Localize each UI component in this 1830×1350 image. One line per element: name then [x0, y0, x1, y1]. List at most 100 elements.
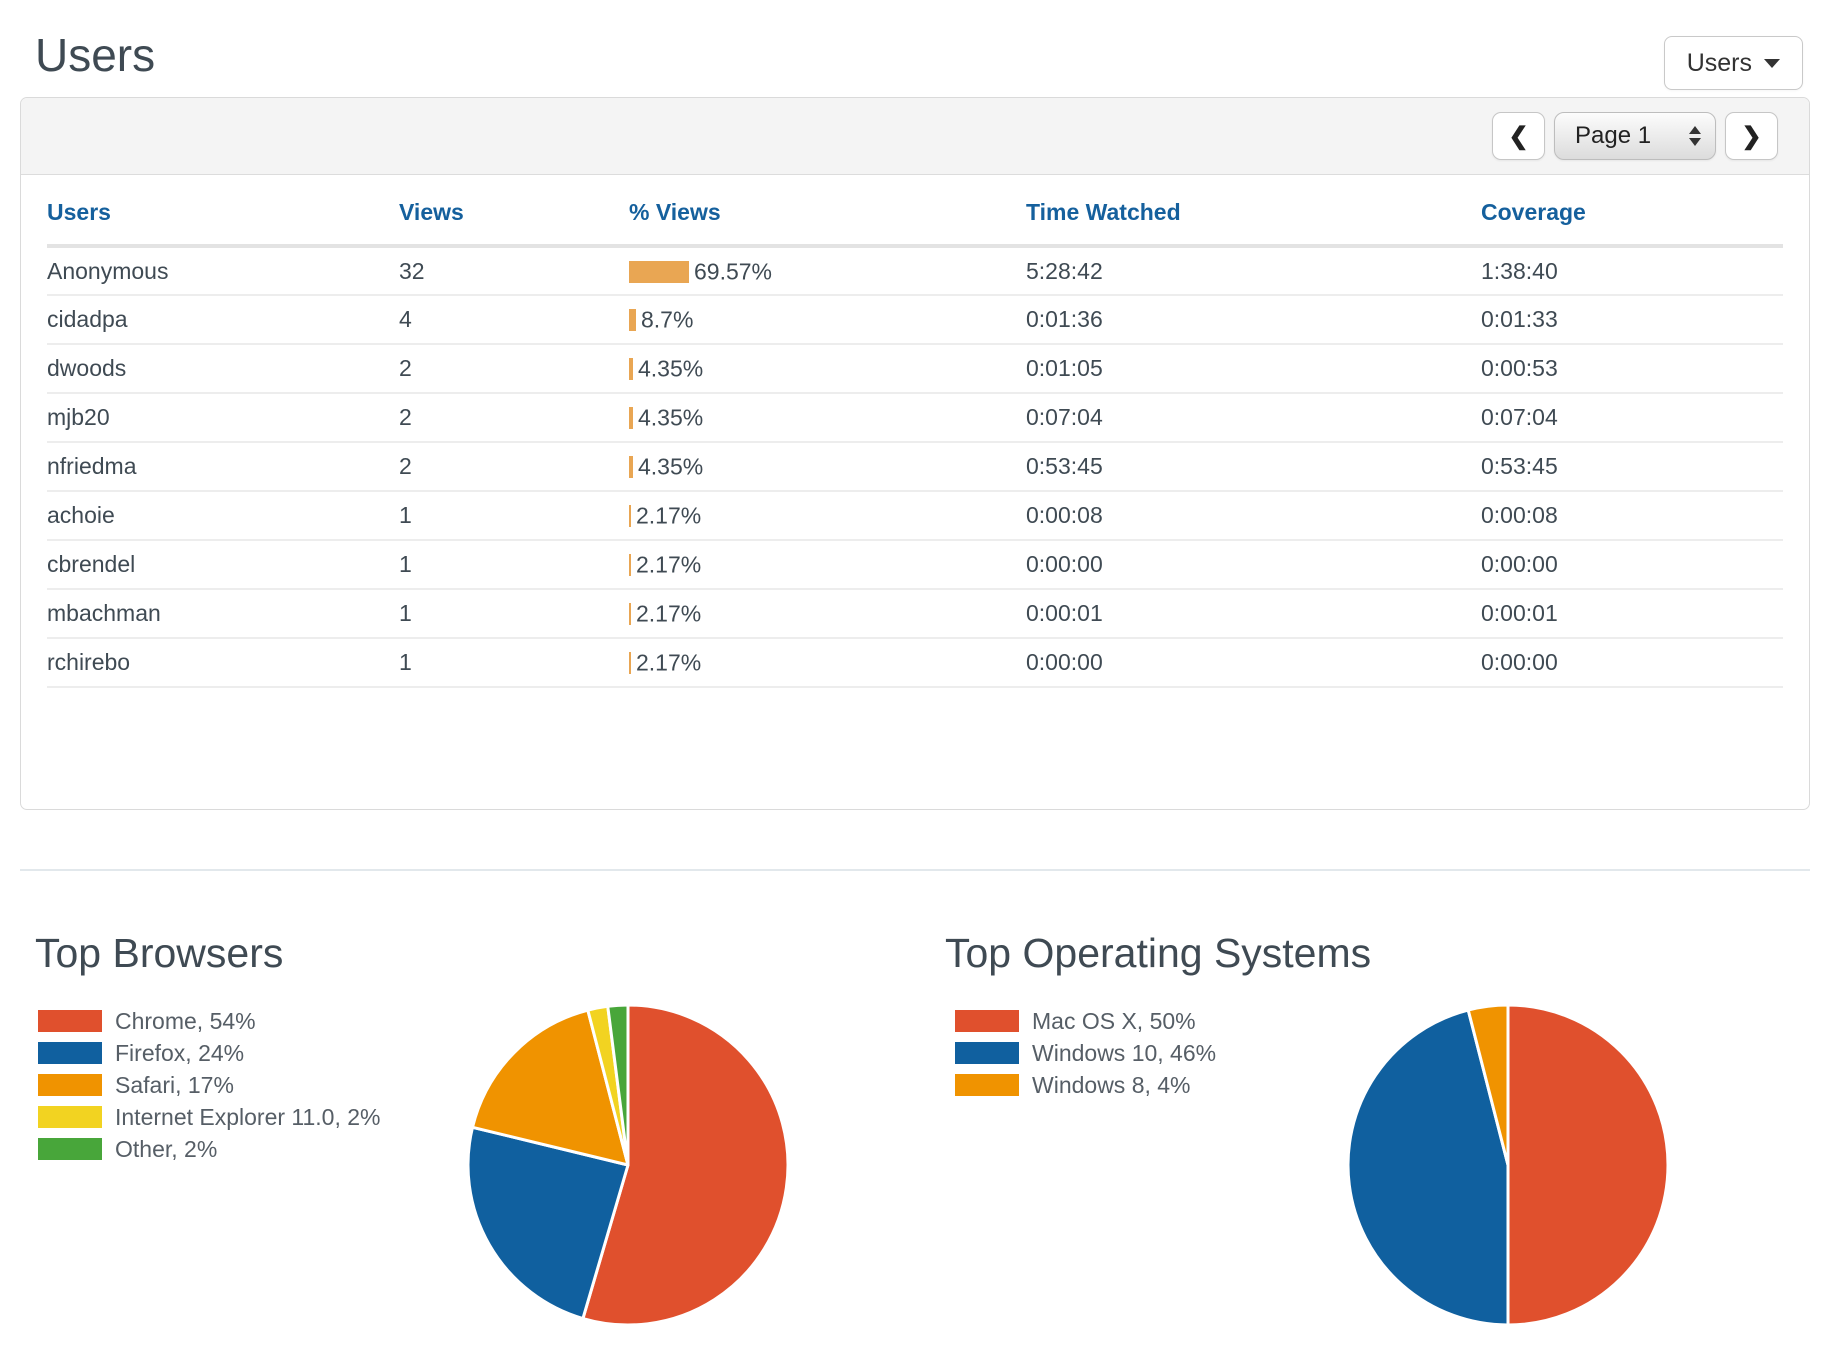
pie-slice-firefox — [466, 1125, 630, 1321]
coverage-cell: 0:00:08 — [1481, 491, 1783, 541]
table-row: mbachman 1 2.17% 0:00:01 0:00:01 — [47, 589, 1783, 639]
coverage-cell: 0:00:01 — [1481, 589, 1783, 639]
coverage-cell: 0:01:33 — [1481, 295, 1783, 345]
users-stats-panel: ❮ Page 1 ❯ Users Views% Views Time Watched… — [20, 97, 1810, 810]
table-row: nfriedma 2 4.35% 0:53:45 0:53:45 — [47, 442, 1783, 492]
legend-swatch-icon — [38, 1106, 102, 1128]
table-header-row: Users Views% Views Time Watched Coverage — [47, 175, 1783, 248]
pie-slice-chrome — [581, 1003, 790, 1327]
browsers-legend: Chrome, 54% Firefox, 24% Safari, 17% Intern… — [38, 1008, 381, 1170]
legend-label: Windows 10, 46% — [1032, 1039, 1217, 1066]
pct-views-value: 2.17% — [636, 502, 702, 529]
pct-views-value: 2.17% — [636, 649, 702, 676]
legend-label: Internet Explorer 11.0, 2% — [115, 1103, 381, 1130]
pct-views-value: 69.57% — [694, 258, 773, 285]
pct-views-cell: 4.35% — [629, 393, 1026, 443]
views-cell: 32 — [399, 246, 629, 296]
coverage-cell: 1:38:40 — [1481, 246, 1783, 296]
time-watched-cell: 0:00:08 — [1026, 491, 1481, 541]
column-header-views[interactable]: % Views — [629, 175, 1026, 248]
report-type-dropdown-button[interactable]: Users — [1663, 36, 1803, 90]
pct-views-cell: 4.35% — [629, 344, 1026, 394]
legend-label: Other, 2% — [115, 1135, 218, 1162]
time-watched-cell: 0:01:36 — [1026, 295, 1481, 345]
time-watched-cell: 0:01:05 — [1026, 344, 1481, 394]
pct-views-bar — [629, 554, 631, 577]
table-row: rchirebo 1 2.17% 0:00:00 0:00:00 — [47, 638, 1783, 688]
pct-views-cell: 69.57% — [629, 246, 1026, 296]
legend-swatch-icon — [38, 1010, 102, 1032]
legend-swatch-icon — [955, 1010, 1019, 1032]
pct-views-cell: 2.17% — [629, 540, 1026, 590]
column-header-time-watched[interactable]: Time Watched — [1026, 175, 1481, 248]
user-cell: mbachman — [47, 589, 399, 639]
page-select[interactable]: Page 1 — [1554, 112, 1716, 160]
pct-views-cell: 2.17% — [629, 491, 1026, 541]
pct-views-cell: 2.17% — [629, 589, 1026, 639]
column-header-views[interactable]: Views — [399, 175, 629, 248]
views-cell: 1 — [399, 491, 629, 541]
pagination-toolbar: ❮ Page 1 ❯ — [21, 98, 1809, 175]
legend-swatch-icon — [38, 1042, 102, 1064]
pct-views-bar — [629, 505, 631, 528]
coverage-cell: 0:07:04 — [1481, 393, 1783, 443]
pct-views-bar — [629, 260, 689, 283]
time-watched-cell: 0:00:00 — [1026, 638, 1481, 688]
views-cell: 1 — [399, 589, 629, 639]
pie-slice-windows-8 — [1466, 1003, 1510, 1167]
pie-slice-mac-os-x — [1506, 1003, 1670, 1327]
legend-label: Safari, 17% — [115, 1071, 234, 1098]
top-operating-systems-heading: Top Operating Systems — [945, 930, 1372, 976]
previous-page-button[interactable]: ❮ — [1492, 112, 1545, 160]
pct-views-value: 2.17% — [636, 600, 702, 627]
views-cell: 1 — [399, 638, 629, 688]
coverage-cell: 0:00:00 — [1481, 540, 1783, 590]
user-cell: mjb20 — [47, 393, 399, 443]
column-header-coverage[interactable]: Coverage — [1481, 175, 1783, 248]
user-cell: Anonymous — [47, 246, 399, 296]
pct-views-bar — [629, 456, 633, 479]
pct-views-value: 4.35% — [638, 453, 704, 480]
os-pie-chart — [1346, 1003, 1670, 1327]
pct-views-bar — [629, 652, 631, 675]
legend-label: Windows 8, 4% — [1032, 1071, 1191, 1098]
legend-item-windows-8: Windows 8, 4% — [955, 1071, 1216, 1098]
user-cell: dwoods — [47, 344, 399, 394]
pct-views-value: 4.35% — [638, 404, 704, 431]
views-cell: 2 — [399, 442, 629, 492]
chevron-left-icon: ❮ — [1508, 122, 1529, 150]
legend-swatch-icon — [955, 1042, 1019, 1064]
browsers-pie-chart — [466, 1003, 790, 1327]
page-title: Users — [35, 29, 156, 81]
legend-label: Mac OS X, 50% — [1032, 1007, 1196, 1034]
time-watched-cell: 5:28:42 — [1026, 246, 1481, 296]
pct-views-cell: 4.35% — [629, 442, 1026, 492]
pct-views-bar — [629, 358, 633, 381]
user-cell: cbrendel — [47, 540, 399, 590]
section-divider — [20, 869, 1810, 871]
user-cell: nfriedma — [47, 442, 399, 492]
table-row: dwoods 2 4.35% 0:01:05 0:00:53 — [47, 344, 1783, 394]
next-page-button[interactable]: ❯ — [1725, 112, 1778, 160]
coverage-cell: 0:53:45 — [1481, 442, 1783, 492]
legend-swatch-icon — [38, 1138, 102, 1160]
pct-views-cell: 2.17% — [629, 638, 1026, 688]
legend-item-mac-os-x: Mac OS X, 50% — [955, 1007, 1216, 1034]
column-header-users[interactable]: Users — [47, 175, 399, 248]
page-select-value: Page 1 — [1575, 122, 1652, 149]
chevron-down-icon — [1764, 58, 1780, 68]
pct-views-value: 2.17% — [636, 551, 702, 578]
users-table: Users Views% Views Time Watched Coverage An… — [47, 175, 1783, 688]
views-cell: 4 — [399, 295, 629, 345]
views-cell: 2 — [399, 393, 629, 443]
coverage-cell: 0:00:53 — [1481, 344, 1783, 394]
pie-slice-windows-10 — [1346, 1008, 1510, 1327]
select-stepper-icon — [1689, 126, 1701, 146]
legend-item-other: Other, 2% — [38, 1135, 381, 1162]
legend-swatch-icon — [955, 1074, 1019, 1096]
views-cell: 1 — [399, 540, 629, 590]
table-row: Anonymous 32 69.57% 5:28:42 1:38:40 — [47, 246, 1783, 296]
pct-views-bar — [629, 603, 631, 626]
pct-views-bar — [629, 407, 633, 430]
